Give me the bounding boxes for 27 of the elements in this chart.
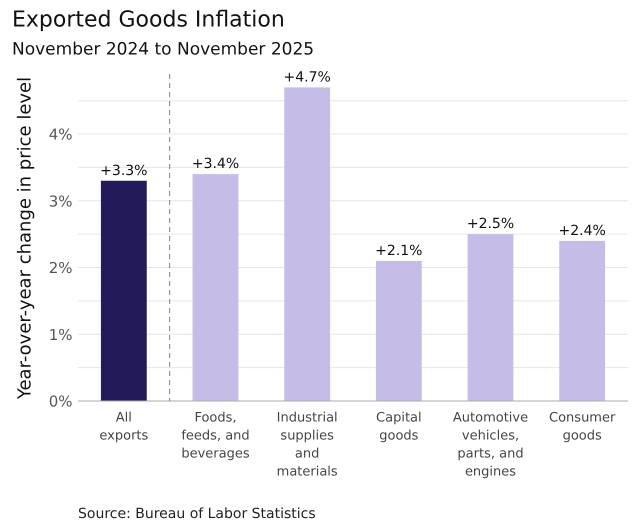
x-tick-label: All exports: [99, 410, 148, 444]
bar: [284, 87, 330, 401]
data-label: +2.4%: [558, 222, 606, 239]
chart-subtitle: November 2024 to November 2025: [12, 39, 314, 60]
data-label: +3.4%: [192, 156, 240, 172]
x-tick-label: Capital goods: [376, 410, 422, 444]
y-tick-label: 4%: [48, 126, 72, 144]
source-note: Source: Bureau of Labor Statistics: [78, 506, 316, 522]
y-tick-label: 1%: [48, 326, 72, 344]
y-tick-label: 2%: [48, 259, 72, 278]
bar: [100, 180, 147, 401]
bar: [468, 234, 514, 401]
x-tick-label: Consumer goods: [549, 410, 616, 444]
y-axis-title: Year-over-year change in price level: [14, 76, 36, 400]
x-tick-label: Automotive vehicles, parts, and engines: [452, 410, 528, 480]
x-tick-label: Foods, feeds, and beverages: [181, 410, 250, 462]
data-label: +3.3%: [100, 162, 148, 179]
y-tick-label: 0%: [48, 392, 72, 410]
data-label: +2.5%: [466, 216, 514, 232]
data-label: +2.1%: [375, 242, 422, 259]
data-label: +4.7%: [284, 69, 331, 86]
bar: [192, 174, 238, 401]
bar: [559, 240, 606, 401]
x-tick-label: Industrial supplies and materials: [276, 410, 338, 480]
bar: [376, 260, 422, 401]
y-tick-label: 3%: [48, 192, 72, 210]
chart-title: Exported Goods Inflation: [12, 7, 285, 32]
